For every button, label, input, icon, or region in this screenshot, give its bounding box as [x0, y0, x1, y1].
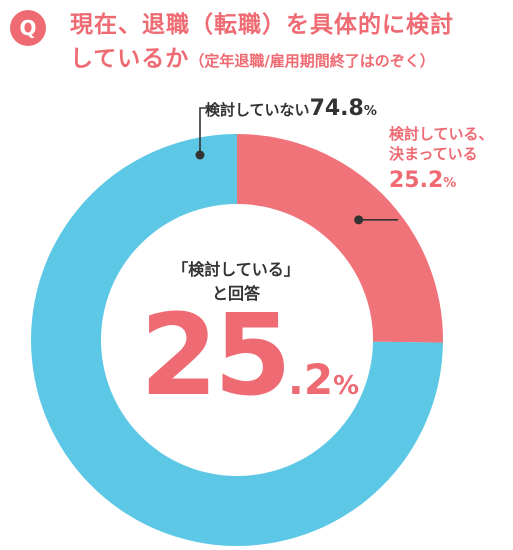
center-caption: 「検討している」 と回答 [136, 258, 336, 306]
slice-considering [237, 134, 444, 343]
page-title: 現在、退職（転職）を具体的に検討 しているか（定年退職/雇用期間終了はのぞく） [70, 8, 454, 78]
question-badge: Q [10, 10, 46, 46]
question-badge-letter: Q [19, 16, 37, 40]
center-caption-line-2: と回答 [211, 284, 260, 303]
label-not-considering: 検討していない74.8% [205, 96, 377, 121]
label-not-considering-value: 74.8 [309, 96, 364, 121]
title-line-2-sub: （定年退職/雇用期間終了はのぞく） [189, 52, 435, 70]
label-considering-line-1: 検討している、 [389, 125, 494, 143]
center-caption-line-1: 「検討している」 [172, 260, 300, 279]
center-value-unit: % [333, 371, 360, 401]
label-considering: 検討している、 決まっている 25.2% [389, 124, 494, 198]
center-value: 25.2% [140, 300, 359, 412]
label-considering-unit: % [443, 176, 457, 191]
center-value-dec: .2 [287, 355, 334, 404]
label-not-considering-text: 検討していない [205, 101, 310, 119]
label-considering-value-row: 25.2% [389, 164, 494, 198]
label-considering-value: 25.2 [389, 168, 444, 193]
label-considering-line-2: 決まっている [389, 145, 478, 163]
center-value-int: 25 [140, 291, 292, 421]
title-line-2: しているか（定年退職/雇用期間終了はのぞく） [70, 42, 454, 78]
title-line-2-main: しているか [70, 46, 190, 72]
label-not-considering-unit: % [363, 104, 377, 119]
title-line-1: 現在、退職（転職）を具体的に検討 [70, 12, 454, 38]
slice-not-considering [31, 134, 443, 546]
leader-not-considering-line [199, 107, 213, 155]
